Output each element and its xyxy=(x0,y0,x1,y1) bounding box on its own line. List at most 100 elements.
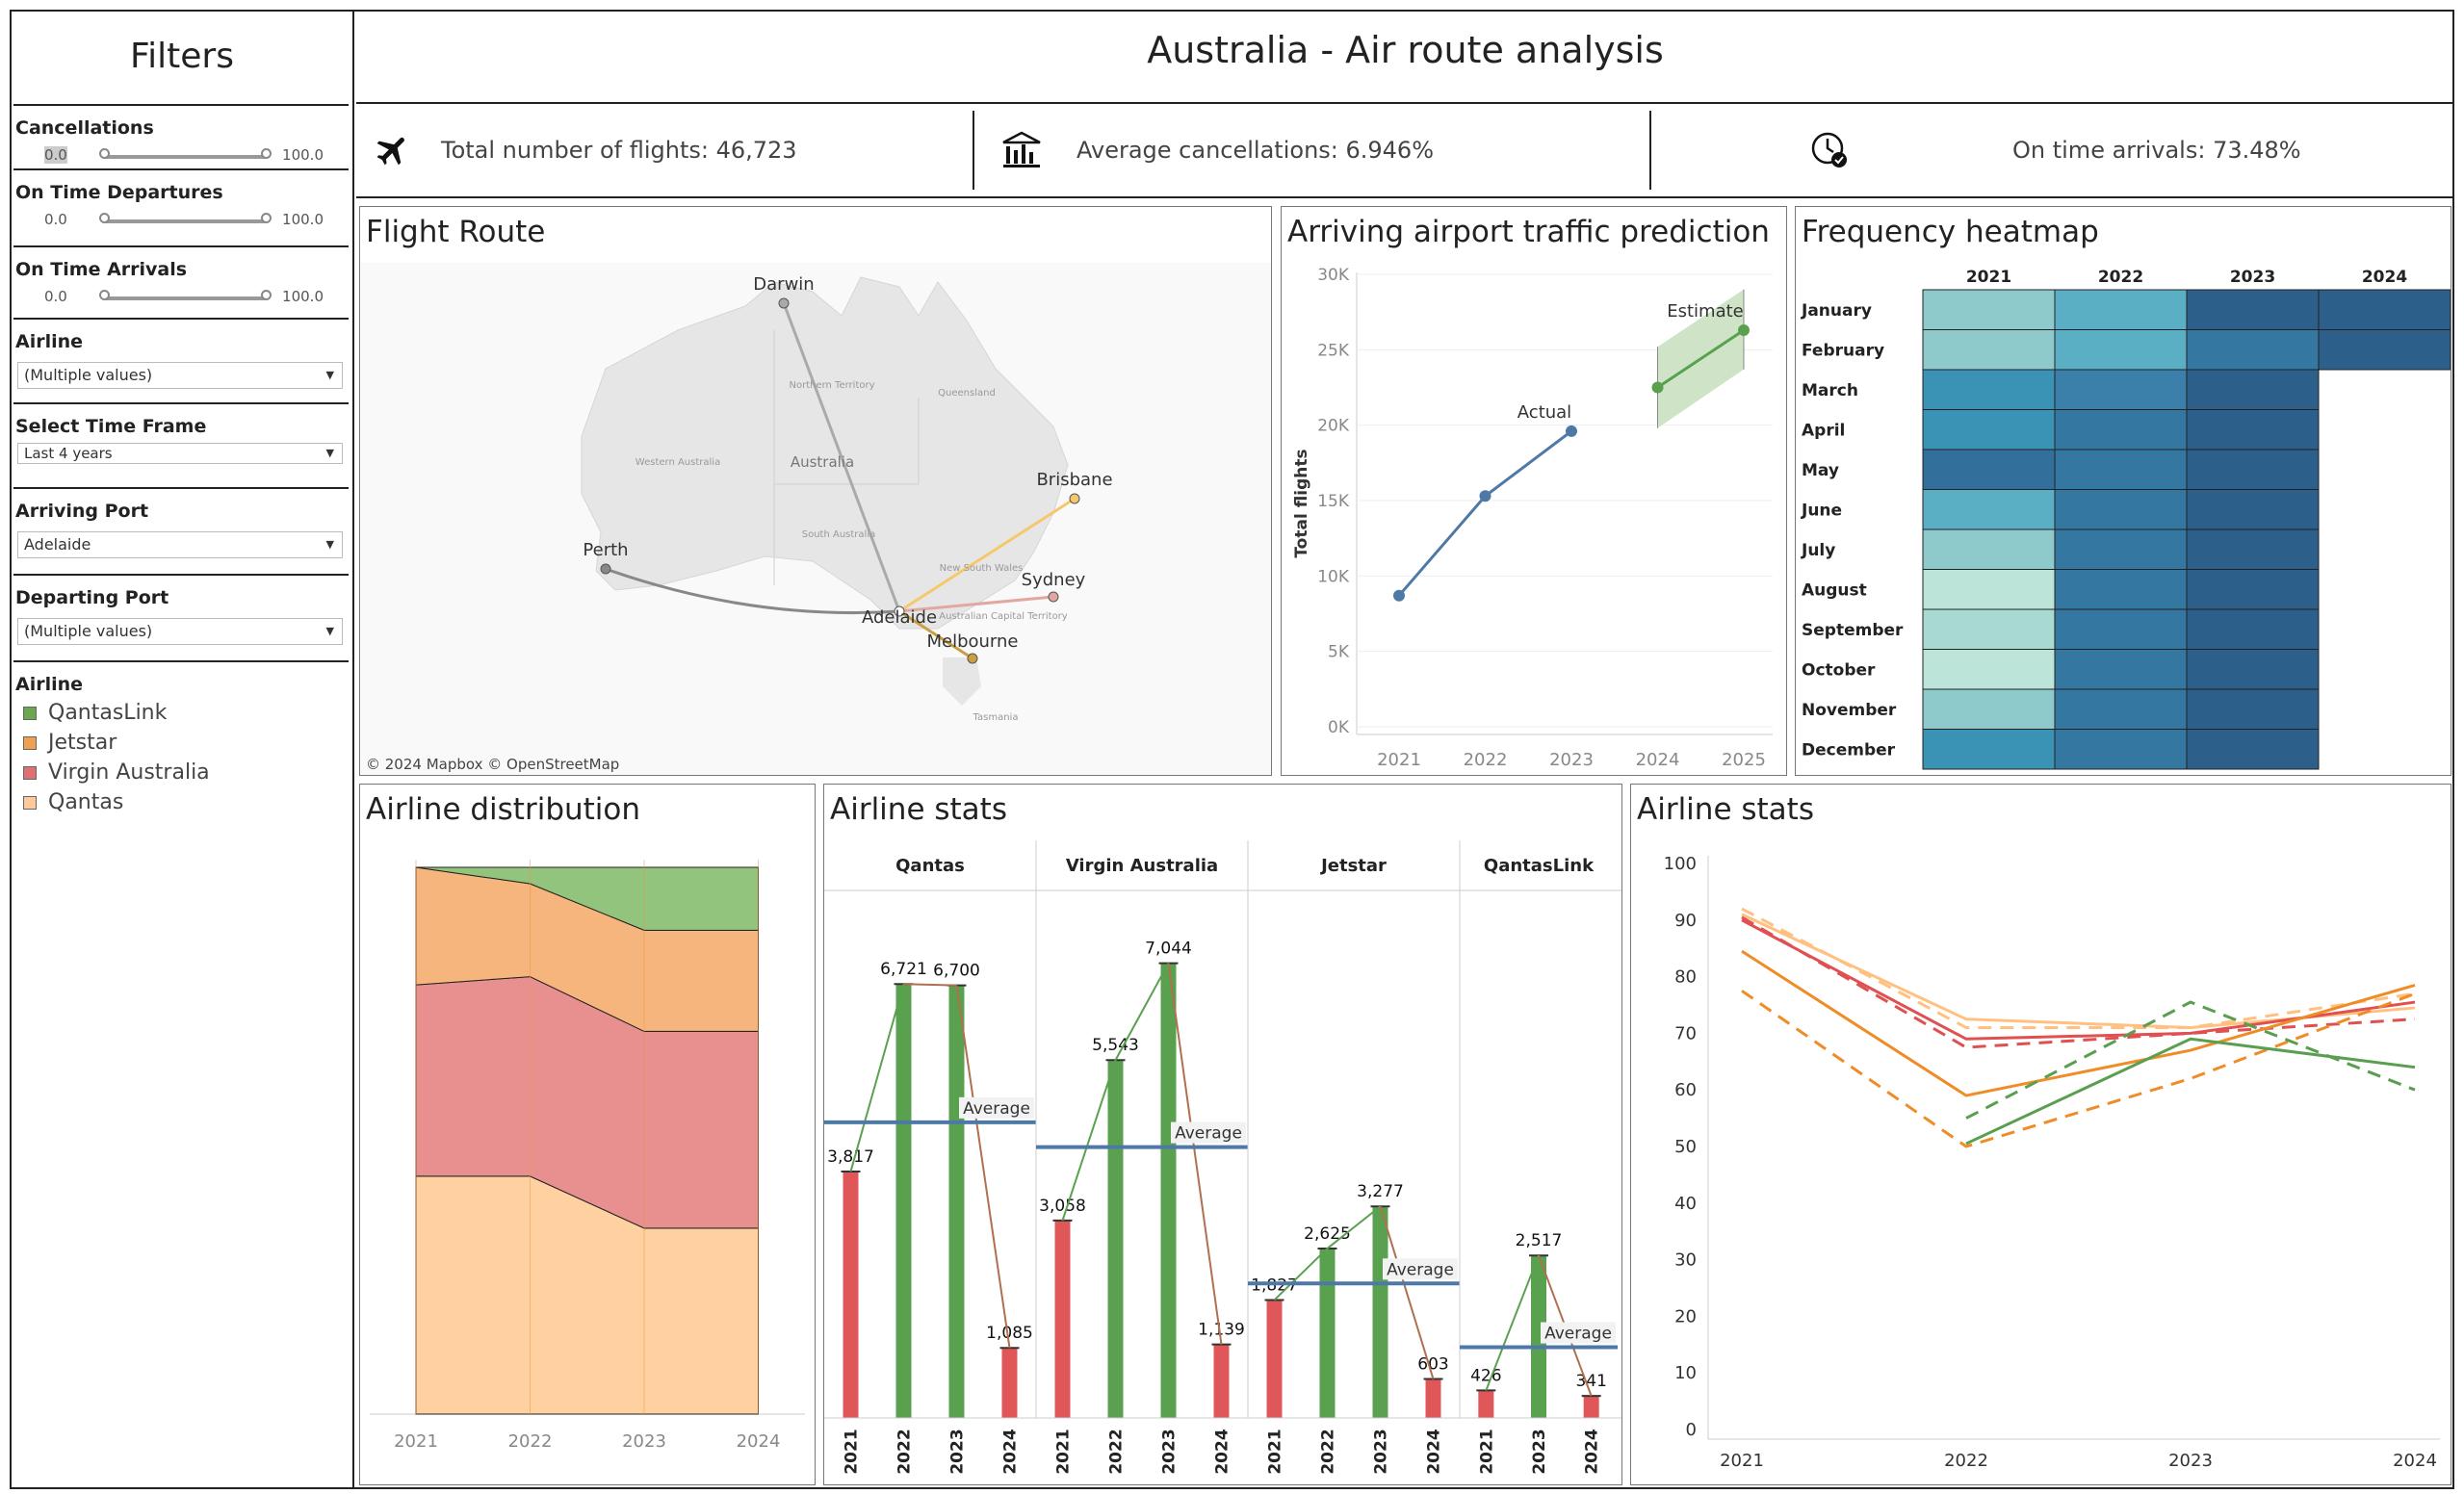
heatmap-cell[interactable] xyxy=(2186,649,2320,690)
slider-max-handle[interactable] xyxy=(261,213,272,223)
legend-item-qantas[interactable]: Qantas xyxy=(23,790,349,814)
route-sydney[interactable] xyxy=(898,595,1054,613)
prediction-chart[interactable]: 0K 5K 10K 15K 20K 25K 30K 2021 2022 2023 2024 2025 T… xyxy=(1282,263,1786,775)
on-time-departures-slider[interactable]: 0.0 100.0 xyxy=(13,207,349,232)
route-brisbane[interactable] xyxy=(898,497,1076,613)
heatmap-cell[interactable] xyxy=(2054,409,2188,451)
time-frame-dropdown[interactable]: Last 4 years ▼ xyxy=(17,443,343,464)
city-marker-darwin[interactable] xyxy=(778,297,790,309)
heatmap-cell[interactable] xyxy=(1922,528,2056,570)
bar[interactable] xyxy=(1213,1344,1230,1418)
heatmap-cell[interactable] xyxy=(2186,289,2320,330)
route-perth[interactable] xyxy=(605,567,900,615)
stat-line-2[interactable] xyxy=(1741,918,2416,1041)
heatmap-cell[interactable] xyxy=(2186,489,2320,530)
city-marker-melbourne[interactable] xyxy=(967,653,978,664)
data-point[interactable] xyxy=(1566,425,1577,437)
stat-line-1[interactable] xyxy=(1741,907,2416,1030)
heatmap-cell[interactable] xyxy=(2186,608,2320,650)
stat-line-5[interactable] xyxy=(1741,990,2416,1148)
heatmap-cell[interactable] xyxy=(2054,608,2188,650)
heatmap-cell[interactable] xyxy=(1922,329,2056,371)
departing-port-dropdown[interactable]: (Multiple values) ▼ xyxy=(17,618,343,645)
bar[interactable] xyxy=(843,1172,859,1418)
airline-dropdown[interactable]: (Multiple values) ▼ xyxy=(17,362,343,389)
airline-bars-chart[interactable]: Qantas 3,817 2021 6,721 2022 6,700 2023 1,085 20… xyxy=(824,840,1621,1484)
stat-line-7[interactable] xyxy=(1965,1000,2416,1120)
bar[interactable] xyxy=(1160,963,1177,1418)
heatmap-cell[interactable] xyxy=(1922,449,2056,490)
heatmap-cell[interactable] xyxy=(1922,569,2056,610)
series-line-estimate[interactable] xyxy=(1656,328,1745,389)
slider-min-handle[interactable] xyxy=(99,290,110,300)
bar[interactable] xyxy=(1372,1206,1388,1418)
heatmap-cell[interactable] xyxy=(2186,329,2320,371)
city-marker-sydney[interactable] xyxy=(1048,591,1059,603)
heatmap-cell[interactable] xyxy=(2054,649,2188,690)
chevron-down-icon[interactable]: ▼ xyxy=(325,369,334,381)
data-point[interactable] xyxy=(1479,490,1491,502)
stat-line-6[interactable] xyxy=(1965,1037,2416,1146)
heatmap-cell[interactable] xyxy=(2318,329,2451,371)
chevron-down-icon[interactable]: ▼ xyxy=(325,625,334,637)
heatmap-cell[interactable] xyxy=(1922,289,2056,330)
chevron-down-icon[interactable]: ▼ xyxy=(325,447,334,459)
stat-line-0[interactable] xyxy=(1741,913,2416,1030)
heatmap-cell[interactable] xyxy=(2054,369,2188,410)
heatmap-cell[interactable] xyxy=(2054,449,2188,490)
slider-min[interactable]: 0.0 xyxy=(44,146,67,164)
heatmap-cell[interactable] xyxy=(1922,489,2056,530)
bar[interactable] xyxy=(1583,1396,1599,1418)
slider-track[interactable] xyxy=(104,155,266,159)
cancellations-slider[interactable]: 0.0 100.0 xyxy=(13,142,349,167)
bar[interactable] xyxy=(1531,1255,1546,1418)
heatmap-cell[interactable] xyxy=(2186,528,2320,570)
slider-track[interactable] xyxy=(104,296,266,300)
bar[interactable] xyxy=(1478,1390,1494,1418)
heatmap-cell[interactable] xyxy=(1922,688,2056,730)
city-marker-perth[interactable] xyxy=(600,563,611,575)
heatmap-cell[interactable] xyxy=(1922,369,2056,410)
heatmap-cell[interactable] xyxy=(2054,528,2188,570)
heatmap-cell[interactable] xyxy=(2186,369,2320,410)
heatmap-cell[interactable] xyxy=(2054,329,2188,371)
heatmap-cell[interactable] xyxy=(2186,449,2320,490)
heatmap-cell[interactable] xyxy=(1922,608,2056,650)
bar[interactable] xyxy=(1054,1220,1071,1418)
heatmap-cell[interactable] xyxy=(2054,289,2188,330)
slider-max-handle[interactable] xyxy=(261,290,272,300)
heatmap-cell[interactable] xyxy=(2186,688,2320,730)
heatmap-cell[interactable] xyxy=(2054,729,2188,770)
bar[interactable] xyxy=(948,985,965,1418)
chevron-down-icon[interactable]: ▼ xyxy=(325,538,334,551)
bar[interactable] xyxy=(1425,1378,1441,1418)
heatmap-cell[interactable] xyxy=(1922,729,2056,770)
data-point[interactable] xyxy=(1651,381,1664,394)
data-point[interactable] xyxy=(1393,589,1405,602)
heatmap-cell[interactable] xyxy=(2054,569,2188,610)
bar[interactable] xyxy=(895,984,912,1418)
route-melbourne[interactable] xyxy=(898,609,973,660)
bar[interactable] xyxy=(1266,1300,1283,1418)
slider-track[interactable] xyxy=(104,219,266,223)
heatmap-cell[interactable] xyxy=(2186,729,2320,770)
bar[interactable] xyxy=(1107,1060,1124,1418)
bar[interactable] xyxy=(1001,1348,1018,1418)
route-darwin[interactable] xyxy=(782,302,901,612)
flight-route-map[interactable]: Northern Territory Queensland Western Aust… xyxy=(360,263,1271,775)
slider-max-handle[interactable] xyxy=(261,148,272,159)
slider-min-handle[interactable] xyxy=(99,148,110,159)
city-marker-brisbane[interactable] xyxy=(1069,493,1080,504)
heatmap-cell[interactable] xyxy=(2186,569,2320,610)
data-point[interactable] xyxy=(1738,323,1750,336)
heatmap-cell[interactable] xyxy=(2054,688,2188,730)
airline-lines-chart[interactable]: 0 10 20 30 40 50 60 70 80 90 100 2021 2022 2023 2024 xyxy=(1631,840,2451,1484)
distribution-chart[interactable]: 2021 2022 2023 2024 xyxy=(360,840,815,1484)
series-line-actual[interactable] xyxy=(1397,429,1572,597)
legend-item-virgin-australia[interactable]: Virgin Australia xyxy=(23,760,349,785)
slider-min-handle[interactable] xyxy=(99,213,110,223)
heatmap-cell[interactable] xyxy=(2186,409,2320,451)
heatmap-cell[interactable] xyxy=(2054,489,2188,530)
heatmap-chart[interactable]: 2021 2022 2023 2024 January February March Apri… xyxy=(1796,263,2451,775)
heatmap-cell[interactable] xyxy=(2318,289,2451,330)
